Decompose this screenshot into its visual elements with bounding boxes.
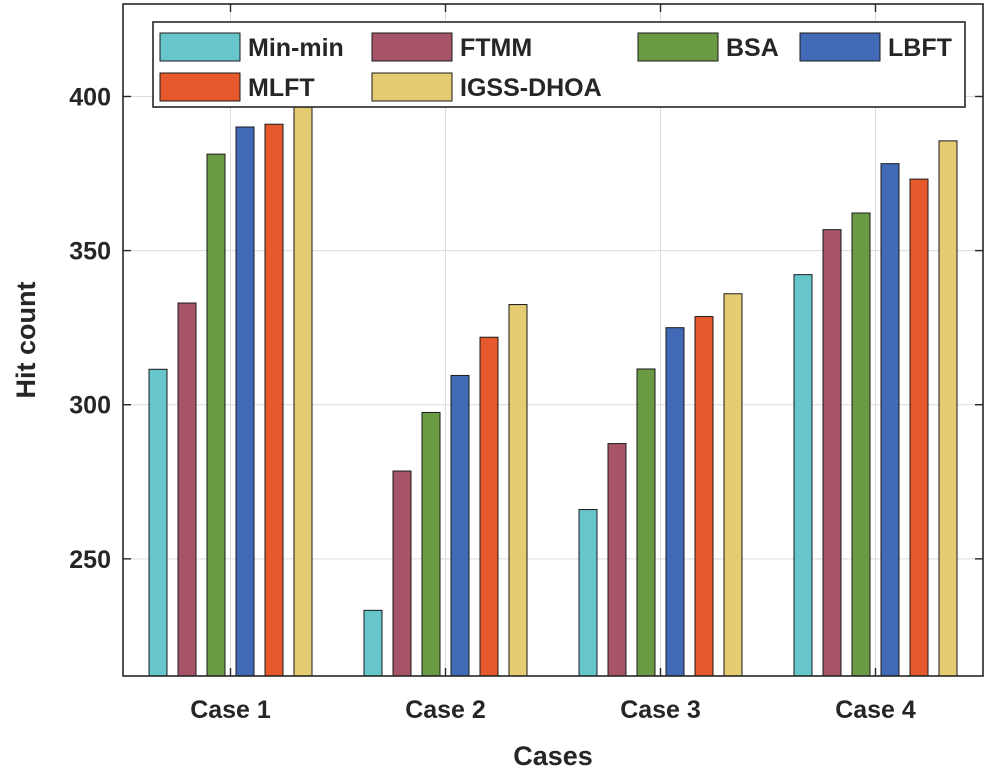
legend-swatch-igss-dhoa [371,72,453,102]
bar-mlft-case-1 [264,123,284,677]
plot-frame [122,3,984,677]
bar-mlft-case-3 [694,316,714,677]
bar-min-min-case-2 [363,609,383,677]
y-axis-ticks: 250 300 350 400 [69,83,983,574]
x-tick-label: Case 3 [620,696,701,724]
y-axis-label: Hit count [11,282,41,399]
legend: Min-min FTMM BSA LBFT MLFT IGSS-DHOA [152,21,966,108]
x-axis-ticks: Case 1 Case 2 Case 3 Case 4 [190,4,916,724]
bar-bsa-case-2 [421,411,441,677]
bar-min-min-case-1 [148,368,168,677]
bar-min-min-case-3 [578,509,598,677]
bar-igss-dhoa-case-2 [508,304,528,677]
legend-swatch-bsa [637,32,719,62]
bar-igss-dhoa-case-4 [938,140,958,677]
bar-ftmm-case-4 [822,229,842,677]
legend-swatch-lbft [799,32,881,62]
bar-mlft-case-2 [479,336,499,677]
bar-lbft-case-3 [665,327,685,677]
y-tick-label: 300 [69,392,111,420]
legend-label-ftmm: FTMM [460,34,532,62]
bar-lbft-case-1 [235,126,255,677]
legend-label-min-min: Min-min [248,34,344,62]
bar-bsa-case-4 [851,212,871,677]
bar-mlft-case-4 [909,178,929,677]
y-tick-label: 400 [69,83,111,111]
legend-label-lbft: LBFT [888,34,952,62]
bar-igss-dhoa-case-3 [723,293,743,677]
bar-ftmm-case-2 [392,470,412,677]
bar-bsa-case-3 [636,368,656,677]
bar-igss-dhoa-case-1 [293,105,313,677]
legend-swatch-mlft [159,72,241,102]
legend-swatch-ftmm [371,32,453,62]
bar-min-min-case-4 [793,274,813,677]
x-axis-label: Cases [513,741,593,771]
bar-lbft-case-4 [880,163,900,677]
legend-label-bsa: BSA [726,34,779,62]
y-tick-label: 250 [69,546,111,574]
x-tick-label: Case 2 [405,696,486,724]
legend-label-igss-dhoa: IGSS-DHOA [460,74,602,102]
legend-label-mlft: MLFT [248,74,315,102]
bar-ftmm-case-1 [177,302,197,677]
bar-ftmm-case-3 [607,443,627,677]
bar-lbft-case-2 [450,374,470,677]
y-tick-label: 350 [69,238,111,266]
x-tick-label: Case 1 [190,696,271,724]
x-tick-label: Case 4 [835,696,916,724]
legend-swatch-min-min [159,32,241,62]
bar-bsa-case-1 [206,153,226,677]
